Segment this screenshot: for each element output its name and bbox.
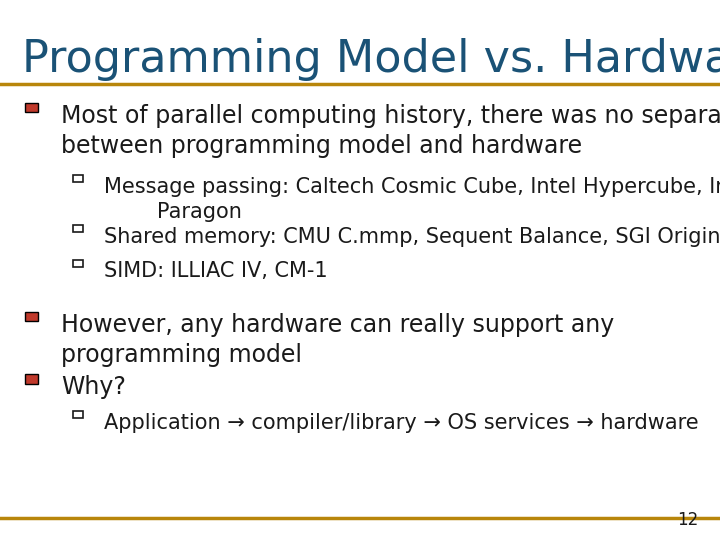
Text: SIMD: ILLIAC IV, CM-1: SIMD: ILLIAC IV, CM-1 [104, 261, 328, 281]
FancyBboxPatch shape [25, 312, 38, 321]
FancyBboxPatch shape [25, 103, 38, 112]
Text: Most of parallel computing history, there was no separation
between programming : Most of parallel computing history, ther… [61, 104, 720, 158]
Text: Application → compiler/library → OS services → hardware: Application → compiler/library → OS serv… [104, 413, 699, 433]
Text: However, any hardware can really support any
programming model: However, any hardware can really support… [61, 313, 614, 367]
Text: 12: 12 [677, 511, 698, 529]
Text: Programming Model vs. Hardware: Programming Model vs. Hardware [22, 38, 720, 81]
Text: Why?: Why? [61, 375, 126, 399]
Text: Message passing: Caltech Cosmic Cube, Intel Hypercube, Intel
        Paragon: Message passing: Caltech Cosmic Cube, In… [104, 177, 720, 222]
FancyBboxPatch shape [25, 374, 38, 384]
Text: Shared memory: CMU C.mmp, Sequent Balance, SGI Origin.: Shared memory: CMU C.mmp, Sequent Balanc… [104, 227, 720, 247]
